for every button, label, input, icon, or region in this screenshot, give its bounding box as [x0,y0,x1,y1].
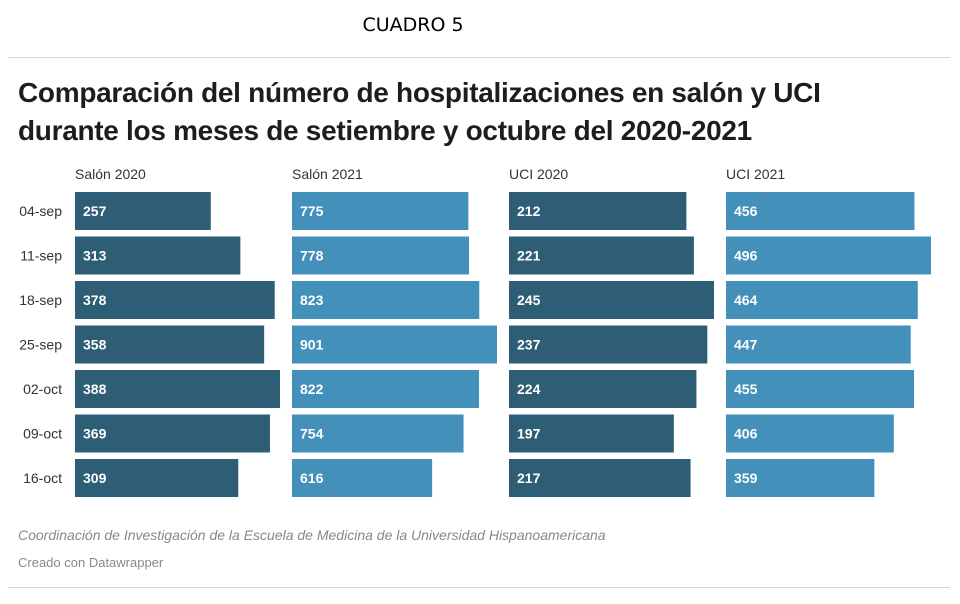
value-label: 822 [300,381,324,397]
bar [726,459,875,497]
series-header: Salón 2020 [75,166,146,182]
category-label: 25-sep [19,337,62,353]
bar [726,236,931,275]
category-label: 18-sep [19,292,62,308]
category-label: 16-oct [23,470,62,486]
bar [75,281,275,319]
bar [75,370,280,408]
value-label: 359 [734,470,758,486]
bar [509,370,697,408]
value-label: 378 [83,292,107,308]
source-note: Coordinación de Investigación de la Escu… [18,527,606,543]
value-label: 455 [734,381,758,397]
bar [75,414,270,453]
value-label: 388 [83,381,107,397]
bar [292,192,469,230]
value-label: 217 [517,470,541,486]
value-label: 224 [517,381,541,397]
bar [509,281,714,319]
value-label: 369 [83,426,107,442]
series-header: Salón 2021 [292,166,363,182]
bar [292,370,480,408]
bar [75,236,241,275]
bar [75,192,211,230]
category-label: 04-sep [19,203,62,219]
bar [292,325,497,364]
bar [509,459,691,497]
bottom-divider [8,587,950,588]
value-label: 616 [300,470,324,486]
value-label: 456 [734,203,758,219]
bar [509,414,674,453]
value-label: 775 [300,203,324,219]
bar [75,325,265,364]
value-label: 257 [83,203,107,219]
bar [509,236,694,275]
bar [292,459,433,497]
bar [509,192,687,230]
value-label: 496 [734,248,758,264]
value-label: 778 [300,248,324,264]
value-label: 464 [734,292,758,308]
value-label: 447 [734,337,758,353]
bar [726,414,894,453]
bar [726,281,918,319]
bar [726,192,915,230]
value-label: 313 [83,248,107,264]
value-label: 245 [517,292,541,308]
value-label: 197 [517,426,541,442]
value-label: 221 [517,248,541,264]
header-label: CUADRO 5 [362,14,464,36]
value-label: 237 [517,337,541,353]
bar [292,414,464,453]
category-label: 09-oct [23,426,62,442]
value-label: 754 [300,426,324,442]
chart-title: Comparación del número de hospitalizacio… [18,77,821,146]
value-label: 212 [517,203,541,219]
series-header: UCI 2021 [726,166,785,182]
value-label: 406 [734,426,758,442]
value-label: 309 [83,470,107,486]
credit-note: Creado con Datawrapper [18,555,164,570]
bar [726,370,915,408]
value-label: 901 [300,337,324,353]
category-label: 02-oct [23,381,62,397]
bar [292,236,470,275]
top-divider [8,57,950,58]
bar [292,281,480,319]
bar [509,325,708,364]
bar [75,459,239,497]
series-header: UCI 2020 [509,166,568,182]
chart: 04-sep 11-sep 18-sep 25-sep 02-oct 09-oct 16-o… [19,166,931,497]
value-label: 358 [83,337,107,353]
value-label: 823 [300,292,324,308]
bar [726,325,911,364]
category-label: 11-sep [20,248,62,264]
